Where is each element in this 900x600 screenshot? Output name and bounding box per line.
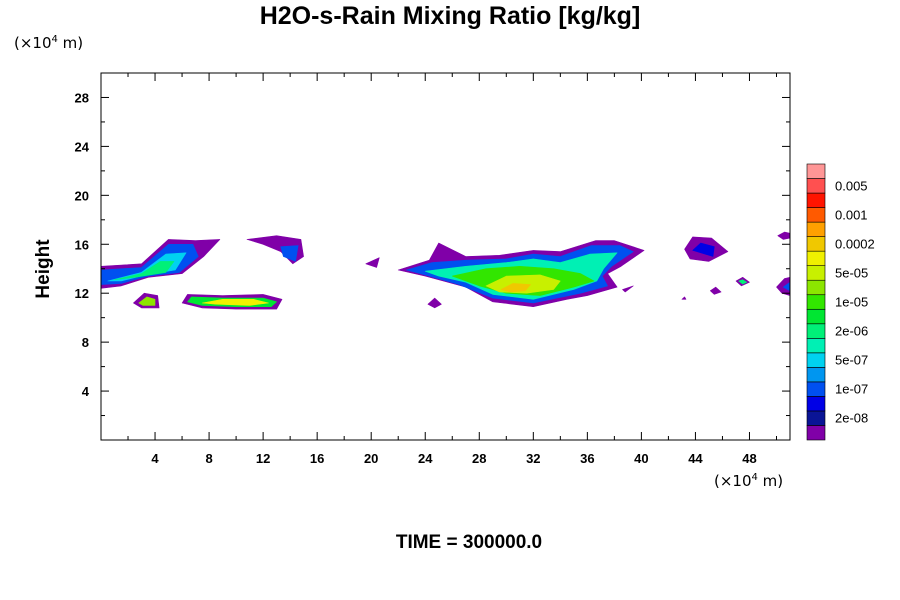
y-tick-label: 16: [75, 237, 89, 252]
legend-swatch-15: [806, 207, 826, 223]
x-tick-label: 4: [151, 451, 159, 466]
contour-region-24: [738, 279, 748, 285]
legend-swatch-10: [806, 279, 826, 296]
legend-swatch-1: [806, 410, 826, 426]
x-unit-prefix: (×10: [714, 472, 752, 490]
contour-region-18: [500, 283, 531, 293]
y-unit-suffix: m): [57, 34, 84, 52]
legend-label: 5e-05: [835, 265, 868, 280]
contour-region-12: [427, 297, 442, 309]
x-unit-suffix: m): [757, 472, 784, 490]
x-tick-label: 20: [364, 451, 378, 466]
legend-swatch-0: [806, 425, 826, 441]
legend-swatch-6: [806, 338, 826, 354]
time-label: TIME = 300000.0: [395, 532, 543, 553]
y-tick-label: 20: [75, 188, 89, 203]
contour-region-28: [681, 296, 687, 300]
contour-region-25: [777, 231, 791, 240]
x-unit-exponent: 4: [751, 472, 758, 483]
x-tick-label: 40: [634, 451, 648, 466]
y-unit-prefix: (×10: [14, 34, 52, 52]
x-axis-unit: (×104 m): [714, 472, 783, 490]
legend-swatch-16: [806, 192, 826, 208]
legend-swatch-4: [806, 367, 826, 383]
legend-label: 2e-08: [835, 411, 868, 426]
contour-region-19: [622, 285, 634, 293]
legend-swatch-13: [806, 236, 826, 252]
y-axis-unit: (×104 m): [14, 34, 83, 52]
legend-label: 2e-06: [835, 324, 868, 339]
contour-region-1: [100, 244, 199, 285]
x-tick-label: 28: [472, 451, 486, 466]
contour-region-3: [114, 261, 175, 281]
contour-region-11: [202, 298, 269, 306]
contour-region-21: [692, 242, 715, 257]
legend-swatch-12: [806, 250, 826, 266]
y-tick-label: 24: [75, 139, 90, 154]
legend-label: 1e-05: [835, 295, 868, 310]
x-tick-label: 44: [688, 451, 703, 466]
x-tick-label: 48: [742, 451, 756, 466]
x-tick-label: 32: [526, 451, 540, 466]
legend-swatch-2: [806, 396, 826, 412]
legend-label: 1e-07: [835, 382, 868, 397]
legend-swatch-14: [806, 221, 826, 237]
contour-region-8: [138, 296, 156, 306]
chart-title: H2O-s-Rain Mixing Ratio [kg/kg]: [259, 2, 641, 30]
legend-swatch-7: [806, 323, 826, 339]
y-unit-exponent: 4: [51, 34, 58, 45]
legend-swatch-5: [806, 352, 826, 368]
contour-regions: [100, 231, 791, 310]
contour-region-6: [365, 257, 380, 268]
x-tick-label: 24: [418, 451, 433, 466]
legend-label: 0.005: [835, 178, 868, 193]
legend-swatch-3: [806, 381, 826, 397]
legend-swatch-18: [806, 163, 826, 179]
legend-swatch-9: [806, 294, 826, 310]
contour-region-22: [709, 286, 722, 295]
x-tick-label: 36: [580, 451, 594, 466]
legend-swatch-11: [806, 265, 826, 281]
y-tick-label: 12: [75, 286, 89, 301]
legend-swatch-8: [806, 308, 826, 325]
x-tick-label: 12: [256, 451, 270, 466]
legend-label: 0.0002: [835, 236, 875, 251]
y-tick-label: 8: [82, 335, 89, 350]
contour-region-5: [280, 245, 299, 262]
y-tick-label: 4: [82, 384, 90, 399]
y-tick-label: 28: [75, 90, 89, 105]
contour-region-2: [107, 252, 187, 282]
plot-frame: [100, 72, 791, 441]
legend-label: 5e-07: [835, 353, 868, 368]
x-tick-label: 8: [205, 451, 212, 466]
legend-label: 0.001: [835, 207, 868, 222]
legend-swatch-17: [806, 178, 826, 194]
x-tick-label: 16: [310, 451, 324, 466]
color-legend: 2e-08 1e-07 5e-07 2e-06 1e-05 5e-05 0.0002 0.00…: [806, 163, 875, 441]
